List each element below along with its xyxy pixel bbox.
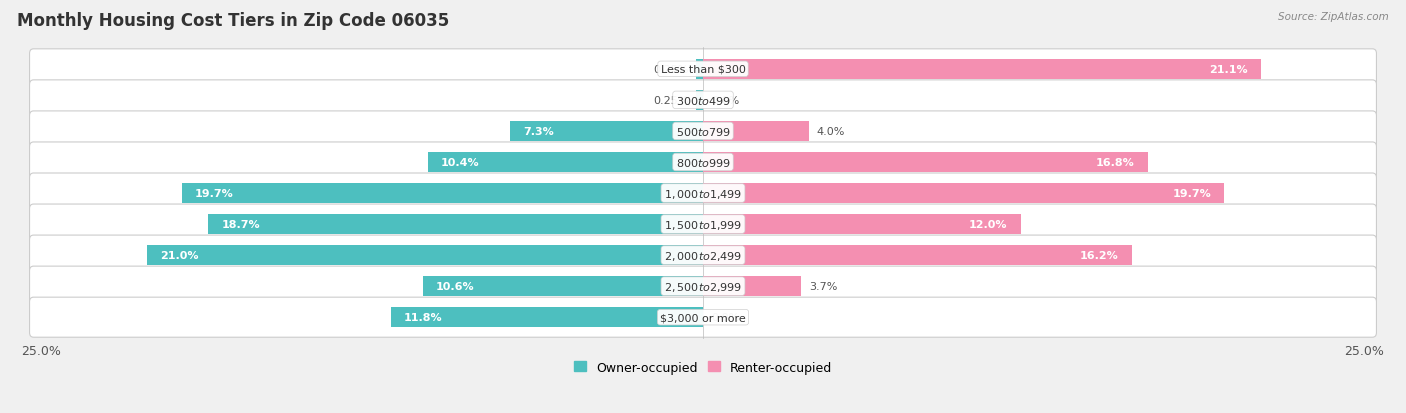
Bar xyxy=(703,214,1021,235)
Bar xyxy=(703,183,1225,204)
Bar xyxy=(703,245,1132,266)
Text: 21.0%: 21.0% xyxy=(160,251,200,261)
Text: 12.0%: 12.0% xyxy=(969,220,1007,230)
Bar xyxy=(696,90,703,111)
FancyBboxPatch shape xyxy=(30,173,1376,214)
Text: 19.7%: 19.7% xyxy=(195,189,233,199)
Text: 11.8%: 11.8% xyxy=(404,312,443,323)
Text: 10.6%: 10.6% xyxy=(436,282,474,292)
FancyBboxPatch shape xyxy=(30,235,1376,275)
Legend: Owner-occupied, Renter-occupied: Owner-occupied, Renter-occupied xyxy=(574,361,832,374)
Text: 0.0%: 0.0% xyxy=(711,96,740,106)
Bar xyxy=(148,245,703,266)
Text: $300 to $499: $300 to $499 xyxy=(675,95,731,107)
Text: $1,500 to $1,999: $1,500 to $1,999 xyxy=(664,218,742,231)
Text: 0.0%: 0.0% xyxy=(711,312,740,323)
FancyBboxPatch shape xyxy=(30,50,1376,90)
Text: 3.7%: 3.7% xyxy=(808,282,837,292)
Bar xyxy=(510,121,703,142)
Text: $2,500 to $2,999: $2,500 to $2,999 xyxy=(664,280,742,293)
Text: $3,000 or more: $3,000 or more xyxy=(661,312,745,323)
Text: 0.25%: 0.25% xyxy=(652,65,689,75)
Text: 19.7%: 19.7% xyxy=(1173,189,1211,199)
Text: 4.0%: 4.0% xyxy=(817,127,845,137)
Bar xyxy=(703,59,1261,80)
Text: 7.3%: 7.3% xyxy=(523,127,554,137)
Text: 18.7%: 18.7% xyxy=(221,220,260,230)
Bar xyxy=(208,214,703,235)
Text: 10.4%: 10.4% xyxy=(441,158,479,168)
Bar xyxy=(703,121,808,142)
Bar xyxy=(696,59,703,80)
Text: $800 to $999: $800 to $999 xyxy=(675,157,731,169)
Text: $2,000 to $2,499: $2,000 to $2,499 xyxy=(664,249,742,262)
FancyBboxPatch shape xyxy=(30,112,1376,152)
FancyBboxPatch shape xyxy=(30,142,1376,183)
Text: 16.2%: 16.2% xyxy=(1080,251,1118,261)
Text: Monthly Housing Cost Tiers in Zip Code 06035: Monthly Housing Cost Tiers in Zip Code 0… xyxy=(17,12,449,30)
Bar xyxy=(703,276,801,297)
Bar xyxy=(181,183,703,204)
Text: $500 to $799: $500 to $799 xyxy=(675,126,731,138)
Text: $1,000 to $1,499: $1,000 to $1,499 xyxy=(664,187,742,200)
Bar xyxy=(391,307,703,328)
FancyBboxPatch shape xyxy=(30,204,1376,244)
Bar xyxy=(427,152,703,173)
Bar xyxy=(703,152,1147,173)
Text: Source: ZipAtlas.com: Source: ZipAtlas.com xyxy=(1278,12,1389,22)
Text: 21.1%: 21.1% xyxy=(1209,65,1249,75)
FancyBboxPatch shape xyxy=(30,81,1376,121)
Bar xyxy=(423,276,703,297)
FancyBboxPatch shape xyxy=(30,266,1376,306)
Text: 0.25%: 0.25% xyxy=(652,96,689,106)
Text: 16.8%: 16.8% xyxy=(1095,158,1135,168)
Text: Less than $300: Less than $300 xyxy=(661,65,745,75)
FancyBboxPatch shape xyxy=(30,297,1376,337)
